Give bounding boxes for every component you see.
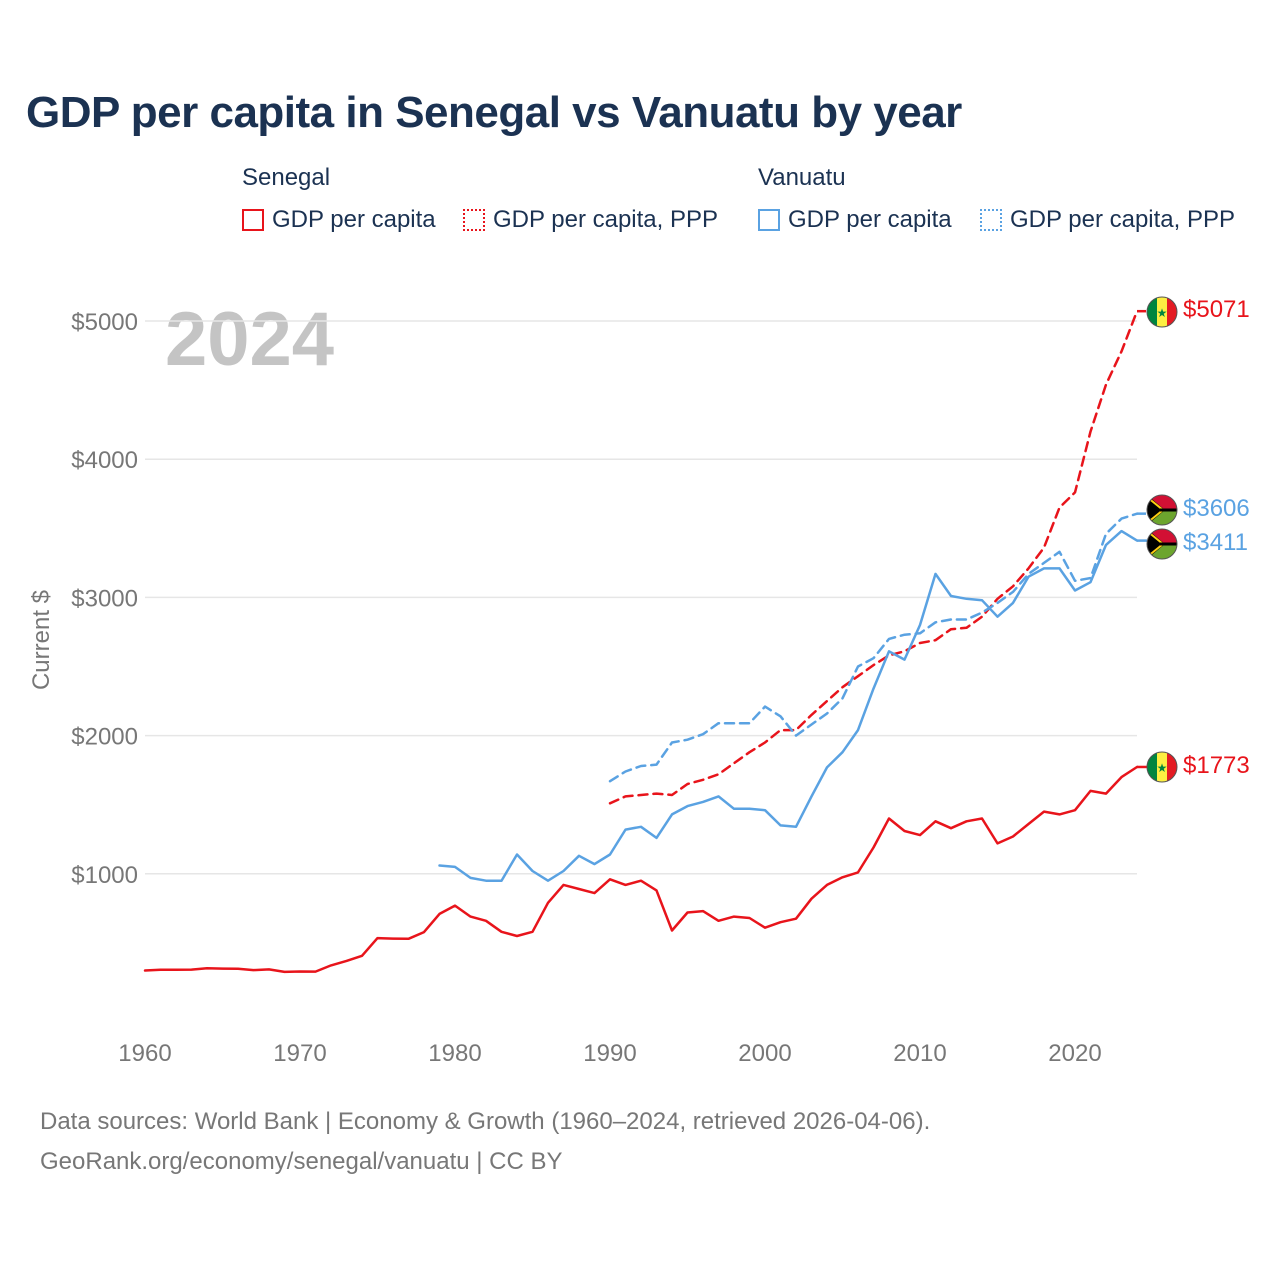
series-end-label: $3411: [1183, 529, 1248, 556]
senegal-flag-icon: ★: [1147, 297, 1177, 327]
legend-label: GDP per capita: [272, 206, 436, 233]
x-tick-label: 1960: [118, 1040, 171, 1067]
chart-title: GDP per capita in Senegal vs Vanuatu by …: [26, 88, 962, 137]
series-end-label: $3606: [1183, 495, 1250, 522]
legend-vanuatu-ppp[interactable]: GDP per capita, PPP: [980, 206, 1235, 234]
y-tick-label: $2000: [71, 724, 138, 751]
legend-swatch-solid-red: [242, 209, 264, 231]
y-tick-label: $3000: [71, 585, 138, 612]
vanuatu-flag-icon: [1147, 529, 1177, 559]
footer-sources: Data sources: World Bank | Economy & Gro…: [40, 1108, 931, 1135]
y-tick-label: $1000: [71, 862, 138, 889]
x-tick-label: 1970: [273, 1040, 326, 1067]
series-line-senegal-ppp[interactable]: [608, 309, 1139, 805]
senegal-flag-icon: ★: [1147, 752, 1177, 782]
legend-swatch-dotted-red: [463, 209, 485, 231]
footer-link[interactable]: GeoRank.org/economy/senegal/vanuatu | CC…: [40, 1148, 563, 1175]
legend-vanuatu-title: Vanuatu: [758, 164, 846, 191]
x-tick-label: 2010: [893, 1040, 946, 1067]
x-tick-label: 2020: [1048, 1040, 1101, 1067]
legend-senegal-title: Senegal: [242, 164, 331, 191]
y-tick-label: $5000: [71, 309, 138, 336]
y-tick-label: $4000: [71, 447, 138, 474]
series-line-vanuatu-ppp[interactable]: [608, 512, 1139, 783]
legend-swatch-solid-blue: [758, 209, 780, 231]
x-tick-label: 1980: [428, 1040, 481, 1067]
legend-vanuatu-gdp[interactable]: GDP per capita: [758, 206, 952, 234]
legend-swatch-dotted-blue: [980, 209, 1002, 231]
series-end-label: $1773: [1183, 752, 1250, 779]
legend-senegal-ppp[interactable]: GDP per capita, PPP: [463, 206, 718, 234]
x-tick-label: 2000: [738, 1040, 791, 1067]
legend-label: GDP per capita, PPP: [493, 206, 718, 233]
series-line-vanuatu-gdp[interactable]: [438, 529, 1139, 882]
legend-senegal-gdp[interactable]: GDP per capita: [242, 206, 436, 234]
series-end-label: $5071: [1183, 296, 1250, 323]
x-tick-label: 1990: [583, 1040, 636, 1067]
svg-text:★: ★: [1157, 761, 1168, 775]
vanuatu-flag-icon: [1147, 495, 1177, 525]
svg-text:★: ★: [1157, 306, 1168, 320]
year-watermark: 2024: [165, 297, 335, 382]
legend-label: GDP per capita: [788, 206, 952, 233]
legend-label: GDP per capita, PPP: [1010, 206, 1235, 233]
series-line-senegal-gdp[interactable]: [143, 765, 1139, 974]
